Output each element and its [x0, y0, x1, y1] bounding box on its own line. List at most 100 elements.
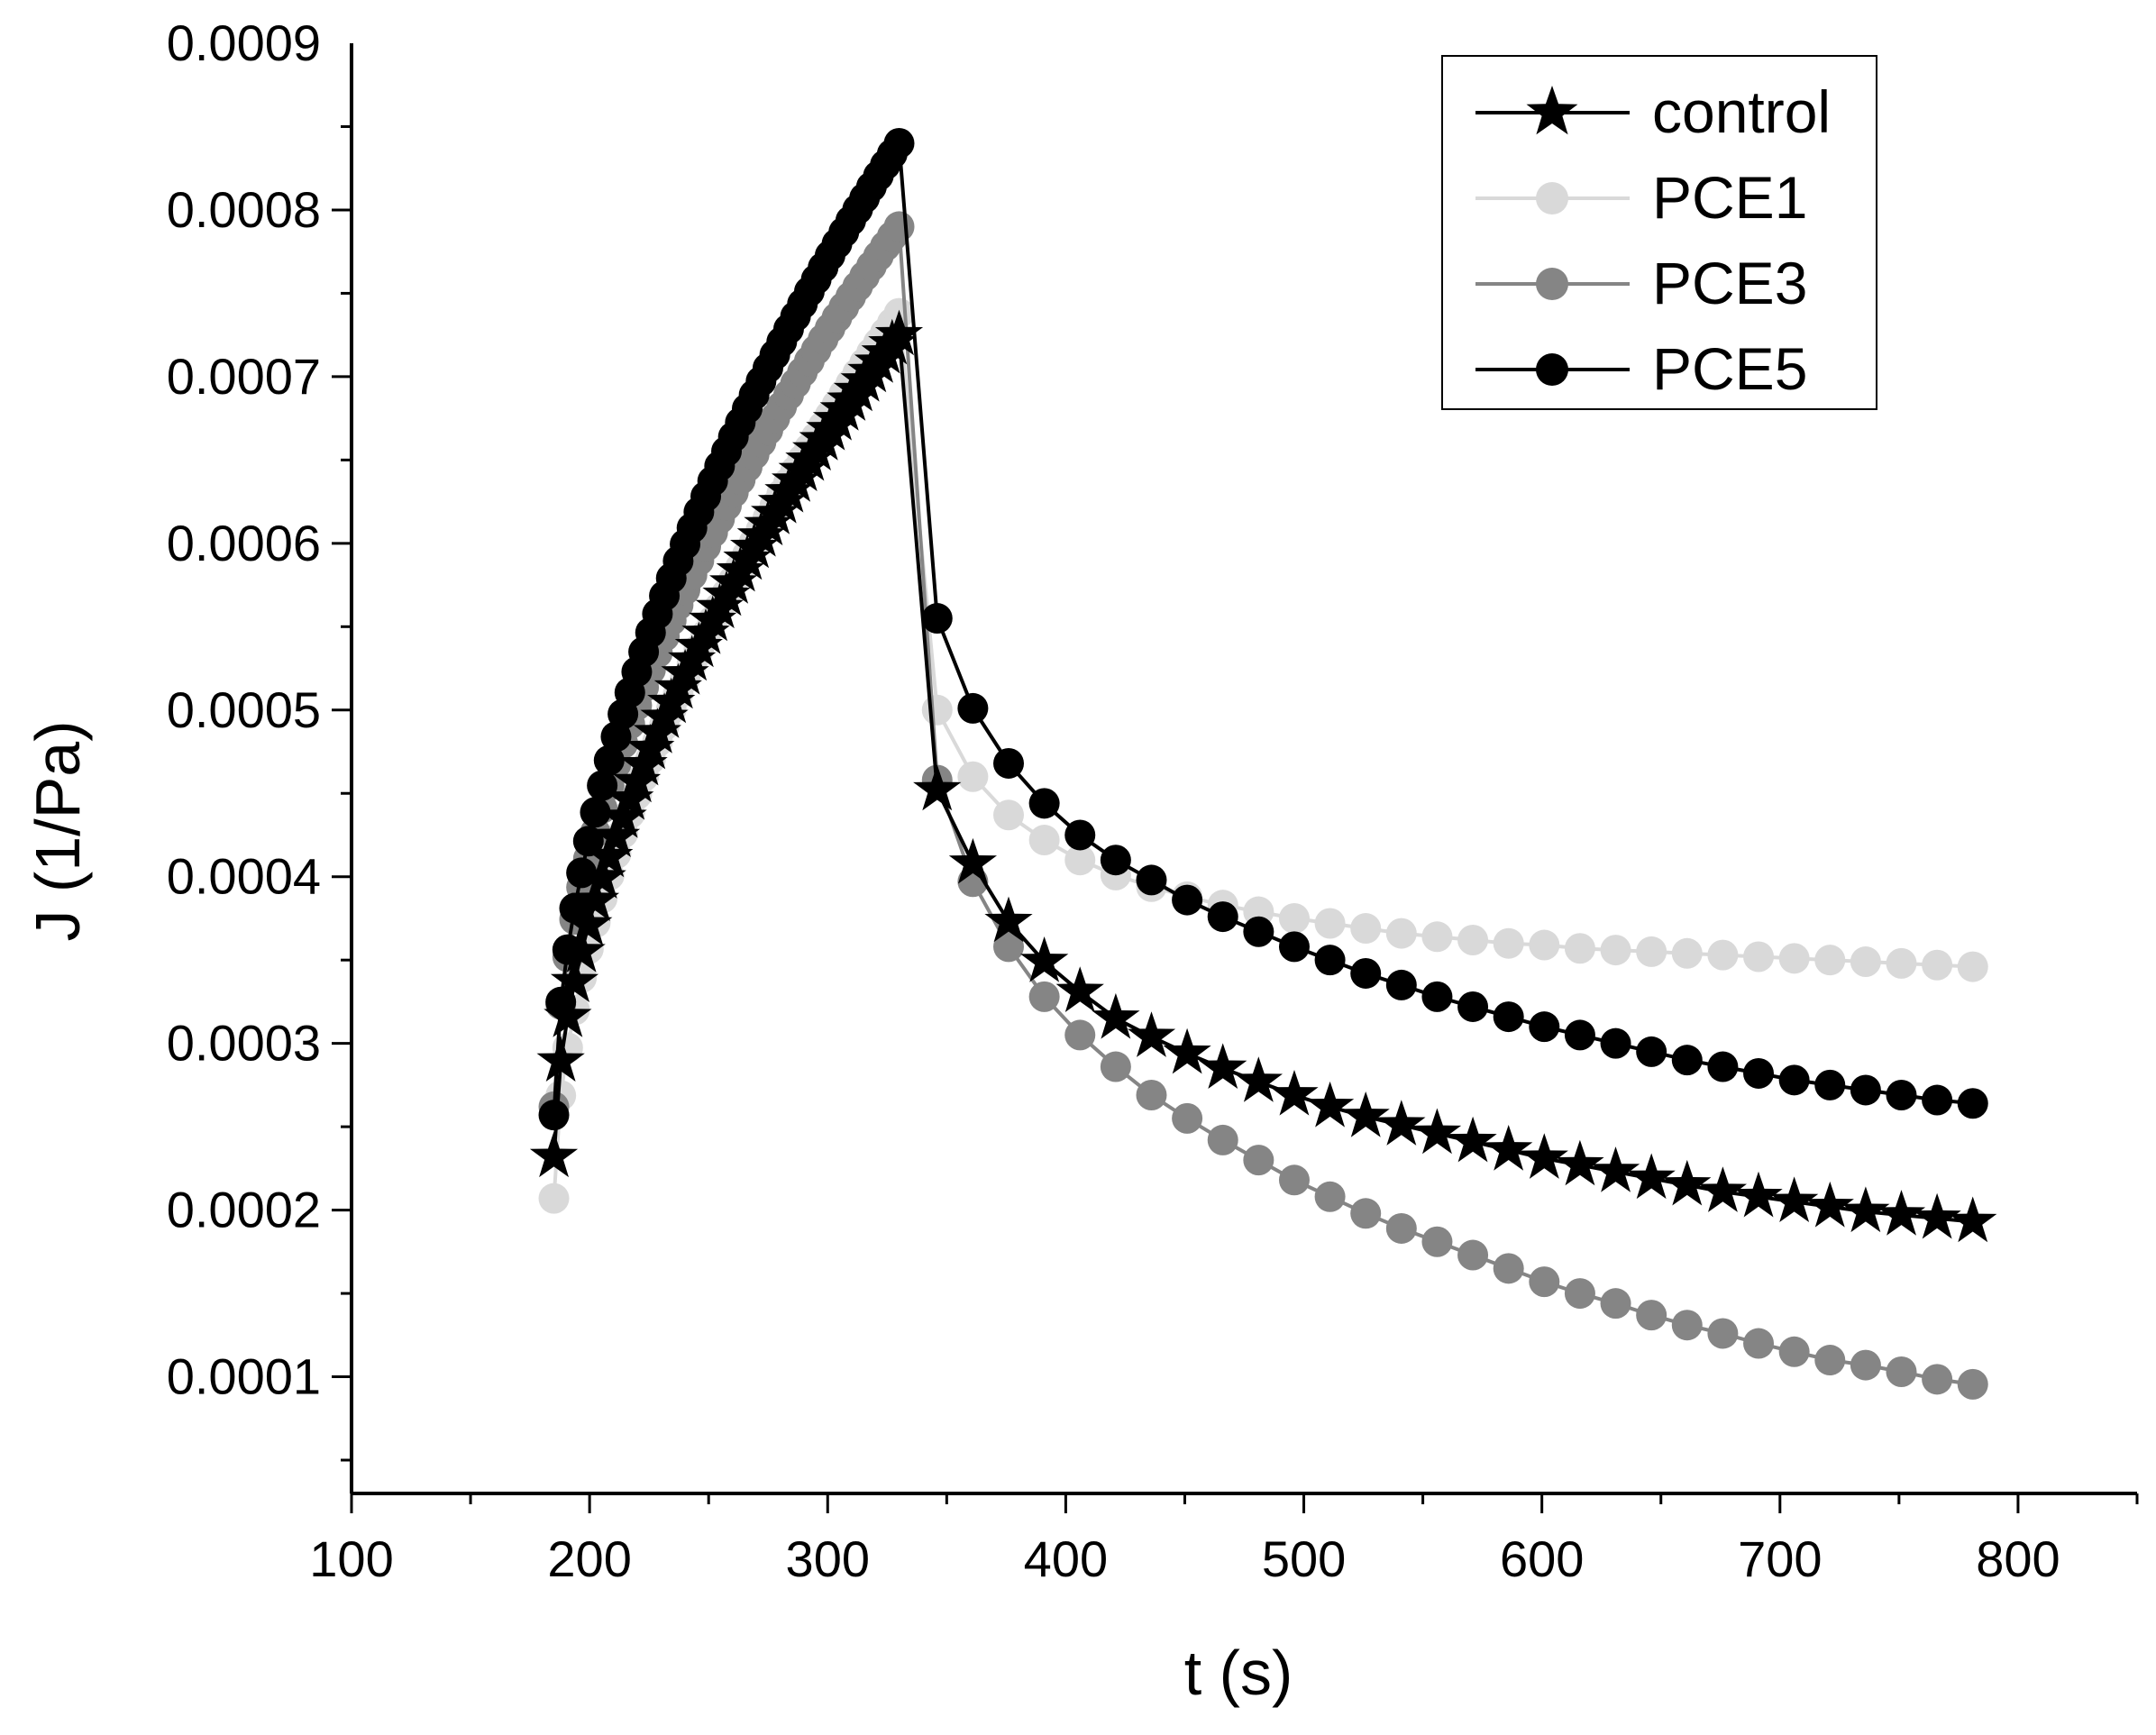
circle-marker: [993, 799, 1025, 831]
star-marker: [1127, 1011, 1176, 1057]
circle-marker: [1743, 941, 1775, 973]
star-marker: [1163, 1027, 1211, 1074]
legend-entry-control: control: [1475, 78, 1831, 145]
circle-marker: [1064, 845, 1096, 876]
circle-marker: [1350, 957, 1382, 989]
y-tick-label: 0.0006: [167, 515, 321, 571]
star-marker: [1199, 1043, 1247, 1089]
star-marker: [564, 899, 613, 946]
star-marker: [913, 764, 962, 811]
star-marker: [948, 837, 997, 884]
circle-marker: [1314, 945, 1346, 976]
circle-marker: [1385, 918, 1417, 949]
circle-marker: [1600, 935, 1631, 966]
circle-marker: [552, 934, 583, 965]
circle-marker: [1636, 1036, 1667, 1067]
x-tick-label: 600: [1500, 1530, 1584, 1587]
x-tick-label: 300: [786, 1530, 870, 1587]
y-tick-label: 0.0009: [167, 14, 321, 71]
circle-marker: [1636, 936, 1667, 967]
circle-marker: [1207, 1124, 1238, 1155]
star-marker: [606, 773, 654, 820]
x-tick-label: 100: [309, 1530, 393, 1587]
circle-marker: [1457, 924, 1489, 955]
legend: control PCE1 PCE3 PCE5: [1441, 55, 1877, 410]
circle-marker: [1671, 1310, 1703, 1341]
circle-marker: [572, 826, 604, 857]
circle-marker: [1600, 1288, 1631, 1320]
circle-marker: [1385, 1212, 1417, 1244]
circle-marker: [580, 797, 611, 828]
legend-label: PCE3: [1652, 250, 1807, 316]
circle-marker: [1814, 945, 1846, 976]
legend-label: PCE1: [1652, 164, 1807, 231]
circle-marker: [1922, 949, 1953, 981]
circle-marker: [1922, 1084, 1953, 1116]
circle-marker: [1278, 931, 1310, 963]
axes-layer: 100 200 300 400 500 600 700 800 0.0001 0.0002 0.00…: [167, 14, 2139, 1587]
circle-marker: [1529, 1266, 1560, 1298]
circle-marker: [1957, 951, 1988, 982]
x-tick-label: 500: [1262, 1530, 1346, 1587]
circle-marker: [1064, 1019, 1096, 1051]
legend-box: [1441, 55, 1877, 410]
circle-marker: [566, 857, 598, 889]
star-marker: [1556, 1139, 1604, 1186]
y-tick-label: 0.0007: [167, 348, 321, 405]
star-marker: [1841, 1186, 1890, 1233]
star-marker: [1591, 1146, 1640, 1192]
circle-marker: [1028, 788, 1060, 819]
circle-marker: [1850, 946, 1881, 978]
star-marker: [1877, 1190, 1926, 1236]
circle-marker: [1529, 1011, 1560, 1043]
circle-marker: [1886, 947, 1917, 979]
star-marker: [550, 956, 599, 1002]
star-marker: [1092, 992, 1140, 1039]
circle-marker: [1421, 1226, 1453, 1257]
legend-entry-PCE1: PCE1: [1475, 164, 1807, 231]
star-marker: [529, 1131, 579, 1178]
star-marker: [1526, 86, 1578, 135]
star-marker: [571, 875, 620, 921]
circle-marker: [538, 1183, 570, 1214]
circle-marker: [1314, 908, 1346, 939]
star-marker: [1949, 1196, 1997, 1243]
circle-marker: [1529, 929, 1560, 961]
circle-marker: [1172, 884, 1203, 916]
star-marker: [1485, 1125, 1533, 1171]
circle-marker: [1850, 1074, 1881, 1106]
circle-marker: [559, 892, 590, 924]
circle-marker: [921, 603, 953, 635]
circle-marker: [1207, 901, 1238, 933]
circle-marker: [1778, 1336, 1810, 1367]
legend-entry-PCE3: PCE3: [1475, 250, 1807, 316]
circle-marker: [1671, 1045, 1703, 1076]
series-control: [529, 309, 1997, 1243]
circle-marker: [1350, 1198, 1382, 1229]
star-marker: [1055, 966, 1104, 1012]
circle-marker: [1493, 1253, 1524, 1284]
circle-marker: [593, 744, 625, 776]
y-tick-label: 0.0004: [167, 848, 321, 905]
circle-marker: [1707, 939, 1739, 971]
circle-marker: [1743, 1328, 1775, 1359]
legend-entry-PCE5: PCE5: [1475, 335, 1807, 402]
circle-marker: [1350, 913, 1382, 945]
circle-marker: [1743, 1057, 1775, 1089]
star-marker: [598, 792, 647, 838]
x-tick-label: 800: [1976, 1530, 2060, 1587]
circle-marker: [1493, 1001, 1524, 1033]
circle-marker: [1564, 1019, 1595, 1051]
circle-marker: [1886, 1356, 1917, 1387]
circle-marker: [1922, 1364, 1953, 1395]
star-marker: [536, 1036, 585, 1082]
star-marker: [1520, 1133, 1568, 1179]
circle-marker: [1707, 1318, 1739, 1349]
circle-marker: [1172, 1102, 1203, 1134]
circle-marker: [1136, 1079, 1167, 1110]
y-tick-label: 0.0008: [167, 181, 321, 238]
circle-marker: [1671, 937, 1703, 969]
star-marker: [1020, 936, 1069, 982]
circle-marker: [1564, 1278, 1595, 1310]
